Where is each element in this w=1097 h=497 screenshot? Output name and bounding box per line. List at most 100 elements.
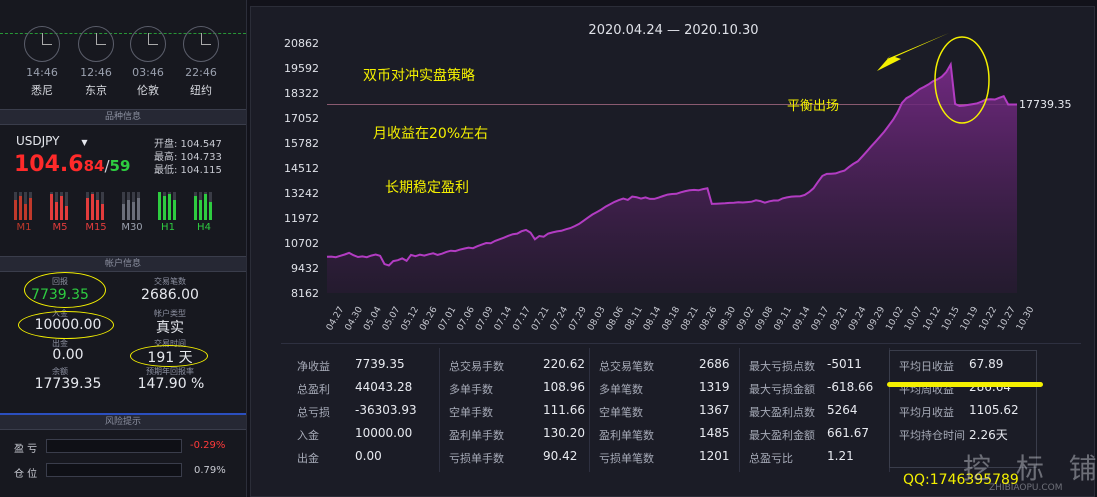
- clock-time: 22:46: [185, 66, 217, 79]
- annotation-strategy: 双币对冲实盘策略: [363, 68, 475, 84]
- stat-label: 最大盈利金额: [749, 429, 815, 442]
- equity-chart-panel: 2020.04.24 — 2020.10.30 20862 19592 18322 1…: [250, 6, 1097, 497]
- stat-label: 盈利单手数: [449, 429, 504, 442]
- position-label: 仓 位: [14, 469, 38, 480]
- timeframe-label[interactable]: M30: [121, 222, 143, 233]
- stat-label: 出金: [297, 452, 319, 465]
- left-panel: 14:46 悉尼 12:46 东京 03:46 伦敦 22:46 纽约 品种信息…: [0, 0, 247, 497]
- timeframe-label[interactable]: M15: [85, 222, 107, 233]
- timeframe-bar-m15: [84, 192, 108, 220]
- stat-label: 最大亏损点数: [749, 360, 815, 373]
- stat-label: 平均日收益: [899, 360, 954, 373]
- price-ask: 59: [109, 157, 131, 175]
- annual-return-label: 预期年回报率: [146, 367, 194, 376]
- timeframe-bar-m1: [12, 192, 36, 220]
- average-stats-box: [889, 350, 1037, 468]
- stat-label: 总交易手数: [449, 360, 504, 373]
- clock-city: 悉尼: [31, 84, 53, 97]
- stat-value: 661.67: [827, 426, 869, 440]
- instrument-section-header: 品种信息: [0, 109, 246, 125]
- stat-value: 44043.28: [355, 380, 413, 394]
- stat-value: 90.42: [543, 449, 578, 463]
- timeframe-bar-h4: [192, 192, 216, 220]
- stat-label: 亏损单手数: [449, 452, 504, 465]
- equity-chart: 20862 19592 18322 17052 15782 14512 13242 11972…: [284, 33, 1037, 333]
- stat-value: 1.21: [827, 449, 854, 463]
- stat-label: 平均月收益: [899, 406, 954, 419]
- highlight-underline: [887, 382, 1043, 387]
- stat-label: 最大盈利点数: [749, 406, 815, 419]
- timeframe-label[interactable]: M5: [52, 222, 68, 233]
- y-tick-label: 13242: [284, 187, 319, 200]
- stat-value: 1319: [699, 380, 730, 394]
- stat-label: 入金: [297, 429, 319, 442]
- clock-icon: [78, 26, 114, 62]
- stat-value: 1367: [699, 403, 730, 417]
- stat-label: 净收益: [297, 360, 330, 373]
- clock-icon: [183, 26, 219, 62]
- symbol-select[interactable]: USDJPY ▼: [16, 134, 87, 148]
- stats-table: 净收益 7739.35 总盈利 44043.28 总亏损 -36303.93 入金 10000…: [281, 343, 1081, 476]
- chart-date-range: 2020.04.24 — 2020.10.30: [588, 23, 759, 38]
- balance-value: 17739.35: [34, 376, 102, 392]
- y-tick-label: 19592: [284, 62, 319, 75]
- peak-highlight-ellipse: [934, 36, 990, 124]
- stat-value: 2.26天: [969, 428, 1008, 442]
- x-tick-label: 10.30: [1015, 305, 1037, 333]
- position-value: 0.79%: [194, 465, 226, 476]
- profit-loss-label: 盈 亏: [14, 444, 38, 455]
- clock-icon: [24, 26, 60, 62]
- y-tick-label: 11972: [284, 212, 319, 225]
- stat-label: 盈利单笔数: [599, 429, 654, 442]
- clock-time: 12:46: [80, 66, 112, 79]
- stat-value: 1201: [699, 449, 730, 463]
- account-section-header: 帐户信息: [0, 256, 246, 272]
- top-dashed-line: [0, 33, 246, 34]
- withdraw-value: 0.00: [52, 347, 84, 363]
- stat-value: -5011: [827, 357, 862, 371]
- annotation-monthly: 月收益在20%左右: [373, 126, 489, 142]
- clock-icon: [130, 26, 166, 62]
- price-display: 104.684/59: [14, 152, 130, 177]
- column-divider: [589, 348, 590, 472]
- stat-label: 最大亏损金额: [749, 383, 815, 396]
- qq-watermark: QQ:1746395789: [903, 472, 1019, 488]
- timeframe-label[interactable]: H4: [197, 222, 211, 233]
- stat-label: 多单手数: [449, 383, 493, 396]
- stat-value: 1485: [699, 426, 730, 440]
- trade-time-label: 交易时间: [154, 339, 186, 348]
- balance-label: 余额: [52, 367, 68, 376]
- stat-label: 总盈亏比: [749, 452, 793, 465]
- y-tick-label: 9432: [291, 262, 319, 275]
- stat-value: 220.62: [543, 357, 585, 371]
- withdraw-label: 出金: [52, 339, 68, 348]
- price-big: 104.6: [14, 152, 84, 177]
- site-watermark: 挖 标 铺: [963, 452, 1097, 485]
- timeframe-bar-m5: [48, 192, 72, 220]
- stat-label: 空单手数: [449, 406, 493, 419]
- arrow-icon: [877, 33, 949, 71]
- timeframe-label[interactable]: H1: [161, 222, 175, 233]
- column-divider: [739, 348, 740, 472]
- stat-value: -36303.93: [355, 403, 417, 417]
- stat-value: 67.89: [969, 357, 1004, 371]
- account-type-label: 帐户类型: [154, 309, 186, 318]
- timeframe-label[interactable]: M1: [16, 222, 32, 233]
- stat-value: -618.66: [827, 380, 874, 394]
- clock-time: 14:46: [26, 66, 58, 79]
- stat-value: 1105.62: [969, 403, 1019, 417]
- open-price: 开盘: 104.547: [154, 139, 222, 150]
- price-bid: 84: [83, 157, 105, 175]
- stat-label: 总交易笔数: [599, 360, 654, 373]
- stat-value: 5264: [827, 403, 858, 417]
- stat-value: 2686: [699, 357, 730, 371]
- stat-label: 亏损单笔数: [599, 452, 654, 465]
- y-tick-label: 17052: [284, 112, 319, 125]
- stat-label: 空单笔数: [599, 406, 643, 419]
- trades-value: 2686.00: [141, 287, 199, 303]
- y-tick-label: 14512: [284, 162, 319, 175]
- column-divider: [439, 348, 440, 472]
- highlight-oval: [24, 272, 106, 308]
- profit-loss-value: -0.29%: [190, 440, 226, 451]
- risk-section-header: 风险提示: [0, 413, 246, 430]
